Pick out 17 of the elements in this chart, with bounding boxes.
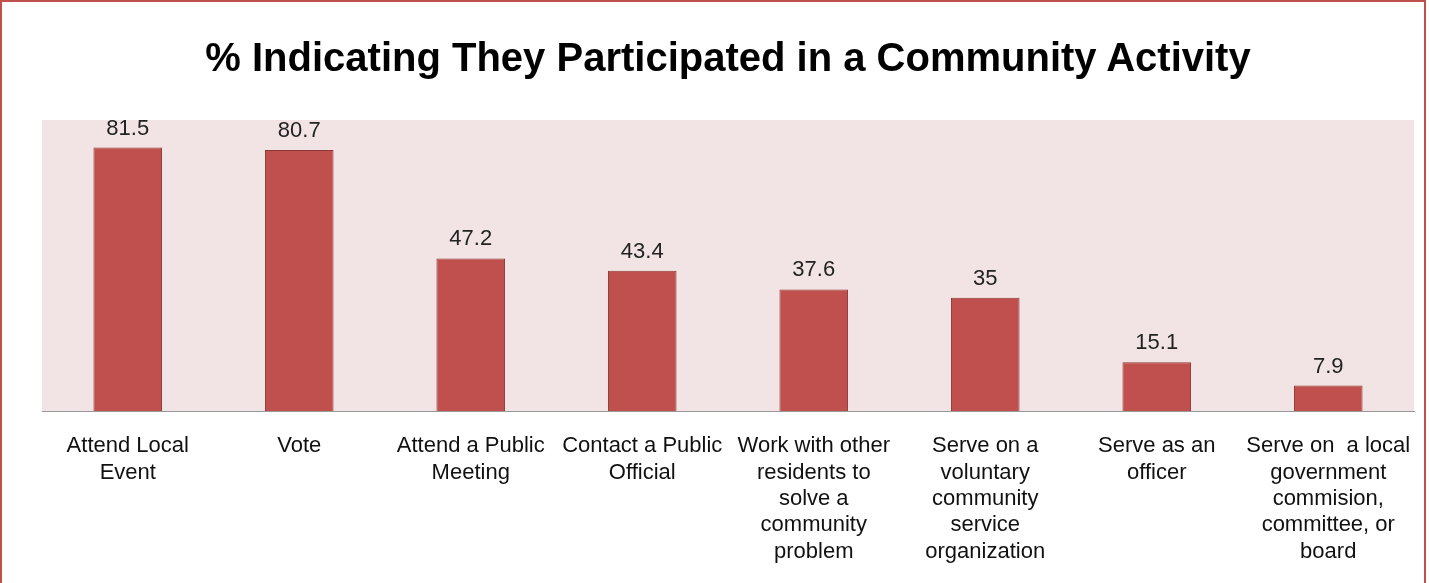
data-label: 37.6: [792, 256, 836, 282]
data-label: 47.2: [449, 225, 493, 251]
data-label: 15.1: [1135, 329, 1179, 355]
x-tick-label: Attend a Public Meeting: [396, 432, 545, 484]
x-tick-label: Contact a Public Official: [562, 432, 723, 484]
x-tick-label: Serve on a local government commision, committee, or board: [1246, 432, 1411, 563]
x-tick-label: Work with other residents to solve a community problem: [737, 432, 890, 563]
x-tick-label: Serve as an officer: [1098, 432, 1216, 484]
x-tick-label: Attend Local Event: [66, 432, 189, 484]
data-label: 7.9: [1312, 352, 1344, 378]
x-tick-label: Vote: [277, 432, 322, 458]
data-label: 81.5: [106, 114, 150, 140]
data-label: 80.7: [277, 117, 321, 143]
chart-title: % Indicating They Participated in a Community Activity: [205, 35, 1252, 80]
x-tick-label: Serve on a voluntary community service organization: [925, 432, 1046, 563]
data-label: 35: [973, 264, 998, 290]
data-label: 43.4: [620, 237, 664, 263]
